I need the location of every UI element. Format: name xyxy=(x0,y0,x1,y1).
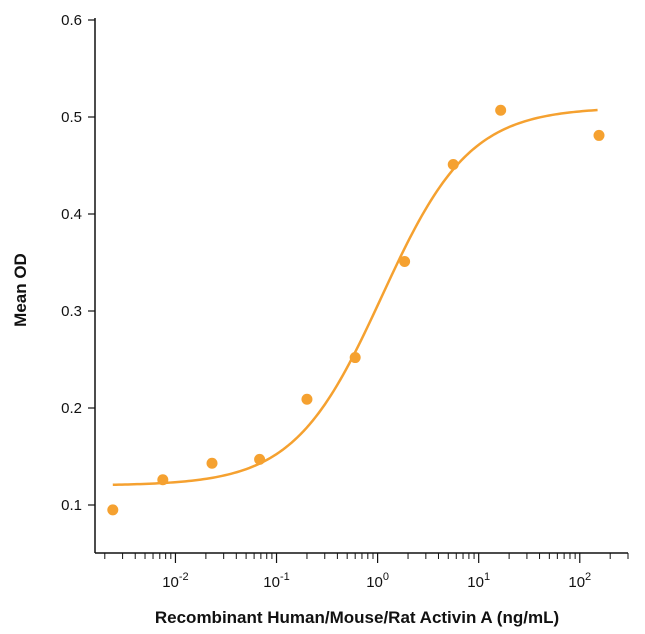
data-point xyxy=(399,256,411,268)
x-tick-label: 100 xyxy=(366,571,389,591)
x-tick-label: 10-1 xyxy=(263,571,289,591)
y-ticks: 0.1 0.2 0.3 0.4 0.5 0.6 xyxy=(61,12,95,514)
y-tick-label: 0.4 xyxy=(61,206,82,223)
y-tick-label: 0.3 xyxy=(61,303,82,320)
data-point xyxy=(254,453,266,465)
data-point xyxy=(495,104,507,116)
data-point xyxy=(157,474,169,486)
y-tick-label: 0.2 xyxy=(61,400,82,417)
x-tick-label: 101 xyxy=(467,571,490,591)
x-tick-label: 102 xyxy=(568,571,591,591)
data-point xyxy=(206,457,218,469)
data-points xyxy=(107,104,605,516)
data-point xyxy=(107,504,119,516)
data-point xyxy=(301,393,313,405)
y-tick-label: 0.1 xyxy=(61,497,82,514)
fit-curve xyxy=(112,108,598,487)
x-ticks: 10-2 10-1 100 101 102 xyxy=(104,553,629,591)
y-tick-label: 0.5 xyxy=(61,109,82,126)
y-tick-label: 0.6 xyxy=(61,12,82,29)
axes xyxy=(94,18,628,554)
data-point xyxy=(447,159,459,171)
data-point xyxy=(349,352,361,364)
data-point xyxy=(593,129,605,141)
x-axis-title: Recombinant Human/Mouse/Rat Activin A (n… xyxy=(155,608,559,627)
x-tick-label: 10-2 xyxy=(162,571,188,591)
y-axis-title: Mean OD xyxy=(11,253,30,327)
